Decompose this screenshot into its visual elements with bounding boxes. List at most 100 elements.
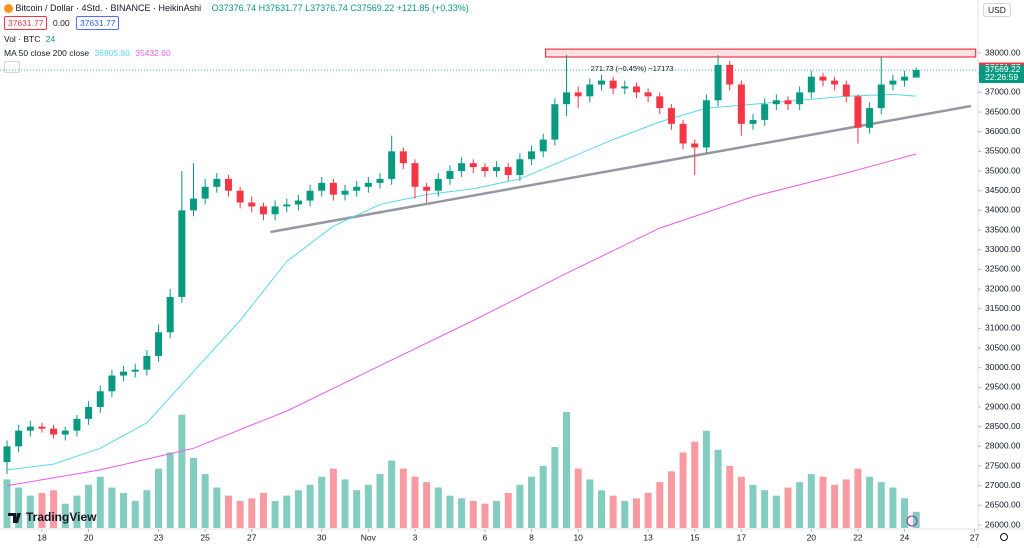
volume-bar [842, 479, 850, 528]
x-tick-label: 27 [970, 532, 980, 542]
volume-bar [213, 487, 221, 528]
candle-body [539, 139, 547, 152]
moving-average [6, 93, 917, 471]
volume-bar [85, 484, 93, 528]
candle-body [3, 446, 11, 463]
symbol: Bitcoin / Dollar · 4Std. · BINANCE · Hei… [15, 3, 202, 13]
x-tick-label: 17 [737, 532, 747, 542]
y-tick-label: 35500.00 [985, 146, 1021, 156]
candle-body [259, 206, 267, 215]
ma-legend-row: MA 50 close 200 close 36905.80 35432.60 [4, 48, 171, 58]
moving-average [6, 153, 917, 487]
volume-bar [481, 503, 489, 528]
y-tick-label: 33000.00 [985, 244, 1021, 254]
buy-button[interactable]: 37631.77 [76, 16, 120, 30]
ma50-value: 36905.80 [94, 48, 130, 58]
y-tick-label: 34000.00 [985, 205, 1021, 215]
candle-body [528, 151, 536, 160]
volume-bar [353, 490, 361, 528]
logo-mark [8, 513, 21, 523]
volume-bar [411, 476, 419, 528]
volume-bar [819, 476, 827, 528]
candle-body [155, 332, 163, 356]
volume-bar [597, 490, 605, 528]
candle-body [609, 80, 617, 89]
candle-body [714, 64, 722, 101]
settings-icon[interactable] [1000, 533, 1008, 541]
volume-bar [469, 501, 477, 528]
volume-bar [772, 495, 780, 528]
candle-body [702, 100, 710, 148]
candle-body [831, 80, 839, 85]
volume-value: 24 [45, 34, 56, 44]
volume-legend-row: Vol · BTC 24 [4, 34, 55, 44]
currency[interactable]: USD [983, 3, 1011, 17]
volume-bar [61, 503, 69, 528]
candle-layer [3, 55, 920, 474]
candle-body [504, 167, 512, 175]
candle-body [131, 369, 139, 372]
volume-bar [201, 474, 209, 528]
volume-bar [644, 492, 652, 528]
volume-bar [877, 482, 885, 528]
volume-bar [667, 471, 675, 528]
candle-body [446, 171, 454, 179]
candle-body [73, 418, 81, 431]
candle-body [353, 186, 361, 191]
y-tick-label: 34500.00 [985, 185, 1021, 195]
alert-icon[interactable] [906, 515, 918, 527]
volume-bar [26, 495, 34, 528]
candle-body [667, 108, 675, 124]
candle-body [912, 69, 920, 78]
candle-body [574, 92, 582, 97]
volume-bar [528, 476, 536, 528]
candle-body [551, 104, 559, 140]
volume-bar [796, 482, 804, 528]
volume-bar [889, 487, 897, 528]
candle-body [516, 159, 524, 175]
volume-bar [178, 414, 186, 528]
y-tick-label: 32000.00 [985, 283, 1021, 293]
volume-bar [131, 501, 139, 528]
y-tick-label: 33500.00 [985, 224, 1021, 234]
candle-body [271, 206, 279, 215]
candle-body [877, 84, 885, 109]
volume-bar [364, 484, 372, 528]
volume-bar [679, 452, 687, 528]
volume-bar [563, 412, 571, 528]
candle-body [341, 190, 349, 195]
collapse-button[interactable] [4, 61, 20, 73]
symbol-row: Bitcoin / Dollar · 4Std. · BINANCE · Hei… [4, 3, 469, 14]
candle-body [306, 190, 314, 201]
candle-body [411, 163, 419, 187]
candle-body [201, 186, 209, 199]
volume-bar [493, 501, 501, 528]
y-tick-label: 26000.00 [985, 519, 1021, 529]
volume-bar [166, 452, 174, 528]
candle-body [597, 80, 605, 85]
y-tick-label: 37000.00 [985, 87, 1021, 97]
volume-bar [866, 476, 874, 528]
y-tick-label: 27500.00 [985, 460, 1021, 470]
y-tick-label: 31500.00 [985, 303, 1021, 313]
candle-body [889, 80, 897, 85]
volume-bar [621, 501, 629, 528]
volume-bar [423, 482, 431, 528]
volume-bar [912, 511, 920, 528]
candle-body [621, 86, 629, 89]
candle-body [563, 92, 571, 105]
volume-bar [3, 479, 11, 528]
y-tick-label: 30500.00 [985, 342, 1021, 352]
y-tick-label: 27000.00 [985, 480, 1021, 490]
volume-bar [15, 487, 23, 528]
volume-bar [726, 465, 734, 528]
candle-body [586, 84, 594, 97]
x-tick-label: 13 [643, 532, 653, 542]
x-tick-label: 18 [37, 532, 47, 542]
candle-body [726, 64, 734, 85]
candle-body [236, 190, 244, 203]
volume-bar [551, 447, 559, 528]
x-tick-label: 22 [853, 532, 863, 542]
sell-button[interactable]: 37631.77 [4, 16, 48, 30]
y-tick-label: 35000.00 [985, 165, 1021, 175]
